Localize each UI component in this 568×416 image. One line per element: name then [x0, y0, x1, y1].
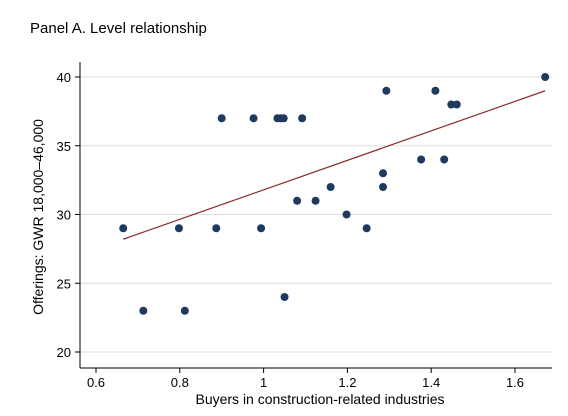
data-point — [440, 155, 449, 164]
data-point — [279, 114, 288, 123]
data-point — [139, 306, 148, 315]
data-point — [180, 306, 189, 315]
data-point — [326, 183, 335, 191]
data-point — [249, 114, 258, 123]
chart-title: Panel A. Level relationship — [30, 20, 207, 37]
y-tick-label: 30 — [57, 208, 71, 223]
data-point — [379, 169, 388, 178]
data-point — [280, 293, 289, 301]
x-tick-label: 1.6 — [506, 375, 524, 390]
data-point — [212, 224, 221, 233]
data-point — [257, 224, 266, 233]
y-tick-label: 40 — [57, 70, 71, 85]
y-tick-label: 35 — [57, 139, 71, 154]
data-point — [431, 86, 440, 95]
data-point — [417, 155, 426, 164]
data-point — [541, 73, 550, 81]
y-tick-label: 20 — [57, 345, 71, 360]
data-point — [119, 224, 128, 233]
x-tick-label: 1 — [260, 375, 267, 390]
x-tick-label: 0.6 — [87, 375, 105, 390]
data-point — [382, 86, 391, 95]
x-tick-label: 1.2 — [338, 375, 356, 390]
x-tick-label: 1.4 — [422, 375, 440, 390]
data-point — [379, 183, 388, 191]
fit-line — [123, 90, 546, 240]
x-axis-label: Buyers in construction-related industrie… — [195, 391, 444, 407]
data-point — [452, 100, 461, 109]
data-point — [298, 114, 307, 123]
data-point — [311, 196, 320, 205]
data-point — [217, 114, 226, 123]
y-axis-label: Offerings: GWR 18,000–46,000 — [30, 119, 46, 315]
data-point — [293, 196, 302, 205]
data-point — [342, 210, 351, 219]
data-point — [174, 224, 183, 233]
y-tick-label: 25 — [57, 276, 71, 291]
x-tick-label: 0.8 — [171, 375, 189, 390]
data-point — [362, 224, 371, 233]
